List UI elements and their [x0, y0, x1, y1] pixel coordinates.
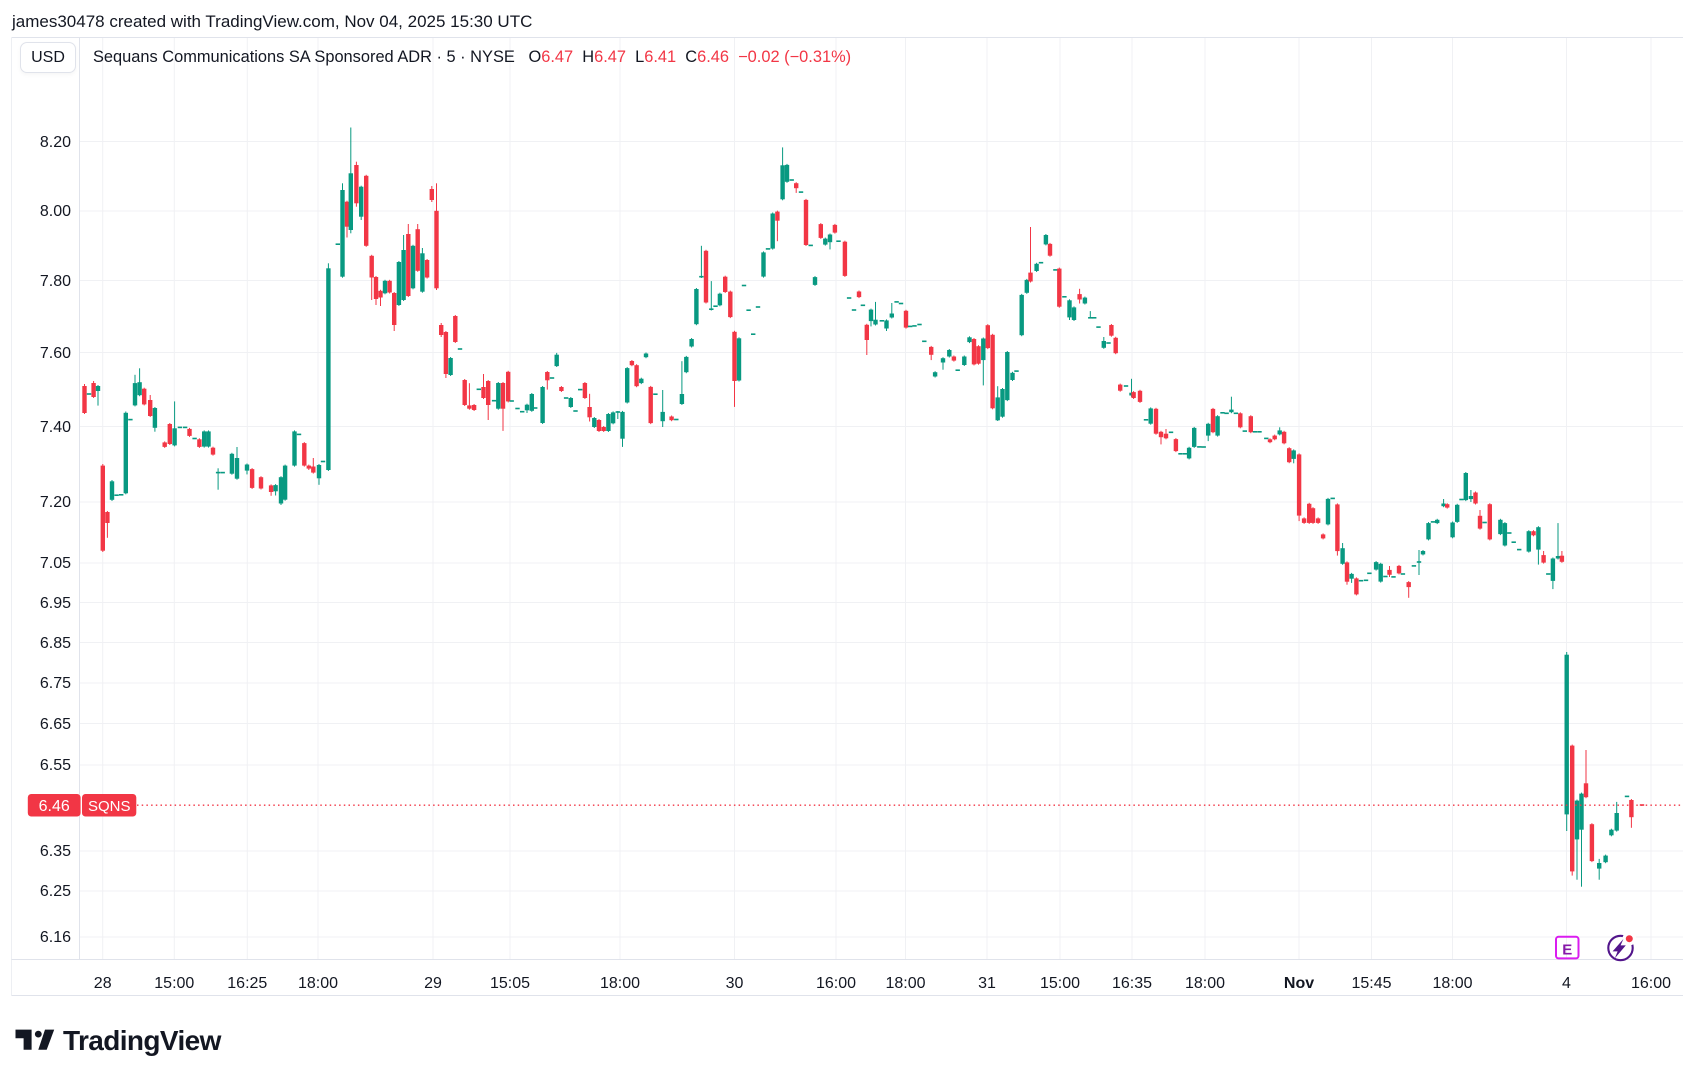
- svg-text:SQNS: SQNS: [88, 798, 131, 815]
- svg-text:6.46: 6.46: [39, 798, 70, 815]
- svg-text:E: E: [1562, 941, 1572, 958]
